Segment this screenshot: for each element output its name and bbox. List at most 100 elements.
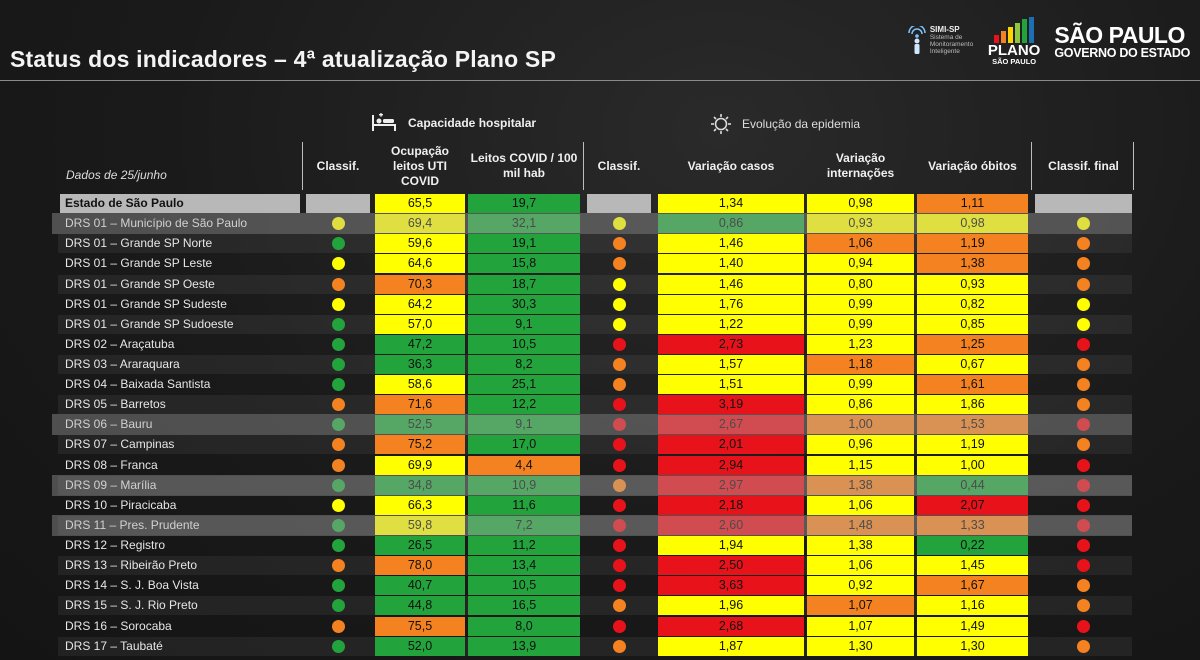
value-cell-ocup: 52,5 — [375, 415, 465, 435]
classification-dot — [331, 277, 345, 291]
value-cell-casos: 1,76 — [658, 294, 804, 314]
section-evolucao-label: Evolução da epidemia — [742, 117, 861, 131]
value-cell-leitos: 10,5 — [468, 334, 580, 354]
table-row: DRS 06 – Bauru 52,5 9,1 2,67 1,00 1,53 — [0, 414, 1200, 436]
final-classification-dot — [1077, 398, 1090, 412]
final-classification-dot — [1077, 478, 1090, 492]
value-cell-intern: 0,96 — [807, 435, 914, 455]
value-cell-leitos: 12,2 — [468, 395, 580, 415]
region-name: DRS 17 – Taubaté — [65, 638, 163, 653]
value-cell-obitos: 1,33 — [917, 515, 1028, 535]
value-cell-ocup: 70,3 — [375, 274, 465, 294]
table-row: DRS 01 – Grande SP Norte 59,6 19,1 1,46 1,06… — [0, 234, 1200, 254]
section-capacidade-hospitalar: Capacidade hospitalar — [370, 113, 536, 133]
header-classif-final: Classif. final — [1048, 158, 1119, 173]
value-cell-ocup: 66,3 — [375, 495, 465, 515]
plano-subtitle: SÃO PAULO — [992, 56, 1037, 66]
region-name: DRS 01 – Grande SP Sudeste — [65, 296, 227, 311]
table-row: DRS 09 – Marília 34,8 10,9 2,97 1,38 0,44 — [0, 474, 1200, 496]
value-cell-ocup: 34,8 — [375, 475, 465, 495]
value-cell-obitos: 1,16 — [917, 596, 1028, 616]
value-cell-casos: 1,94 — [658, 536, 804, 555]
value-cell-ocup: 58,6 — [375, 375, 465, 395]
region-name: DRS 07 – Campinas — [65, 437, 175, 452]
value-cell-leitos: 25,1 — [468, 375, 580, 395]
classification-dot — [612, 217, 626, 231]
value-cell-casos: 3,63 — [658, 576, 804, 596]
region-name: DRS 12 – Registro — [65, 538, 166, 552]
table-row: DRS 08 – Franca 69,9 4,4 2,94 1,15 1,00 — [0, 455, 1200, 475]
value-cell-ocup: 57,0 — [375, 314, 465, 334]
value-cell-obitos: 0,98 — [917, 214, 1028, 234]
value-cell-intern: 0,99 — [807, 314, 914, 334]
region-name: DRS 01 – Grande SP Norte — [65, 236, 213, 251]
value-cell-casos: 2,73 — [658, 334, 804, 354]
classification-dot — [612, 398, 626, 412]
table-row: DRS 15 – S. J. Rio Preto 44,8 16,5 1,96 1,07… — [0, 596, 1200, 616]
value-cell-leitos: 7,2 — [468, 515, 580, 535]
classification-dot — [331, 438, 345, 452]
value-cell-casos: 1,87 — [658, 636, 804, 656]
value-cell-casos: 2,94 — [658, 455, 804, 475]
table-row: DRS 10 – Piracicaba 66,3 11,6 2,18 1,06 2,07 — [0, 495, 1200, 515]
region-name: DRS 01 – Município de São Paulo — [65, 216, 248, 231]
value-cell-leitos: 17,0 — [468, 435, 580, 455]
hospital-bed-icon — [372, 113, 396, 131]
classification-dot — [612, 458, 626, 472]
table-row: DRS 01 – Grande SP Oeste 70,3 18,7 1,46 0,80… — [0, 274, 1200, 294]
classification-dot — [331, 337, 345, 351]
value-cell-leitos: 13,4 — [468, 556, 580, 576]
value-cell-ocup: 69,4 — [375, 214, 465, 234]
sao-paulo-government-logo: SÃO PAULO GOVERNO DO ESTADO — [1054, 23, 1190, 60]
region-name: DRS 02 – Araçatuba — [65, 336, 175, 351]
value-cell-intern: 0,92 — [807, 576, 914, 596]
region-name: DRS 15 – S. J. Rio Preto — [65, 598, 198, 613]
value-cell-casos: 1,51 — [658, 375, 804, 395]
classification-dot — [612, 559, 626, 573]
table-row: DRS 13 – Ribeirão Preto 78,0 13,4 2,50 1,06 1… — [0, 556, 1200, 576]
value-cell-ocup: 78,0 — [375, 556, 465, 576]
classification-cell — [1035, 194, 1132, 213]
classification-dot — [331, 518, 345, 532]
value-cell-intern: 1,38 — [807, 475, 914, 495]
value-cell-intern: 1,38 — [807, 536, 914, 555]
value-cell-obitos: 0,85 — [917, 314, 1028, 334]
value-cell-obitos: 1,00 — [917, 455, 1028, 475]
final-classification-dot — [1077, 418, 1090, 432]
table-row: DRS 02 – Araçatuba 47,2 10,5 2,73 1,23 1,25 — [0, 334, 1200, 354]
final-classification-dot — [1077, 277, 1090, 291]
value-cell-intern: 0,93 — [807, 214, 914, 234]
region-name: DRS 05 – Barretos — [65, 397, 166, 412]
classification-dot — [612, 498, 626, 512]
classification-dot — [331, 579, 345, 593]
classification-dot — [331, 559, 345, 573]
header-variacao-internacoes: Variação internações — [826, 151, 895, 180]
classification-dot — [331, 478, 345, 492]
value-cell-casos: 2,60 — [658, 515, 804, 535]
value-cell-obitos: 1,49 — [917, 616, 1028, 636]
section-evolucao-epidemia: Evolução da epidemia — [710, 113, 860, 135]
classification-dot — [612, 539, 626, 552]
value-cell-obitos: 1,25 — [917, 334, 1028, 354]
table-row: DRS 17 – Taubaté 52,0 13,9 1,87 1,30 1,30 — [0, 636, 1200, 656]
classification-dot — [331, 217, 345, 231]
value-cell-ocup: 64,2 — [375, 294, 465, 314]
value-cell-casos: 1,40 — [658, 254, 804, 274]
value-cell-intern: 1,48 — [807, 515, 914, 535]
value-cell-obitos: 1,19 — [917, 234, 1028, 254]
table-row: DRS 16 – Sorocaba 75,5 8,0 2,68 1,07 1,49 — [0, 616, 1200, 636]
final-classification-dot — [1077, 458, 1090, 472]
final-classification-dot — [1077, 498, 1090, 512]
value-cell-obitos: 1,38 — [917, 254, 1028, 274]
value-cell-leitos: 16,5 — [468, 596, 580, 616]
value-cell-obitos: 1,67 — [917, 576, 1028, 596]
classification-cell — [587, 194, 651, 213]
value-cell-casos: 2,97 — [658, 475, 804, 495]
final-classification-dot — [1077, 237, 1090, 251]
value-cell-intern: 0,94 — [807, 254, 914, 274]
simi-sp-logo: SIMI-SP Sistema de Monitoramento Intelig… — [907, 26, 974, 56]
classification-dot — [331, 619, 345, 633]
sp-logo-title: SÃO PAULO — [1054, 21, 1185, 48]
classification-dot — [331, 378, 345, 392]
classification-dot — [331, 257, 345, 271]
